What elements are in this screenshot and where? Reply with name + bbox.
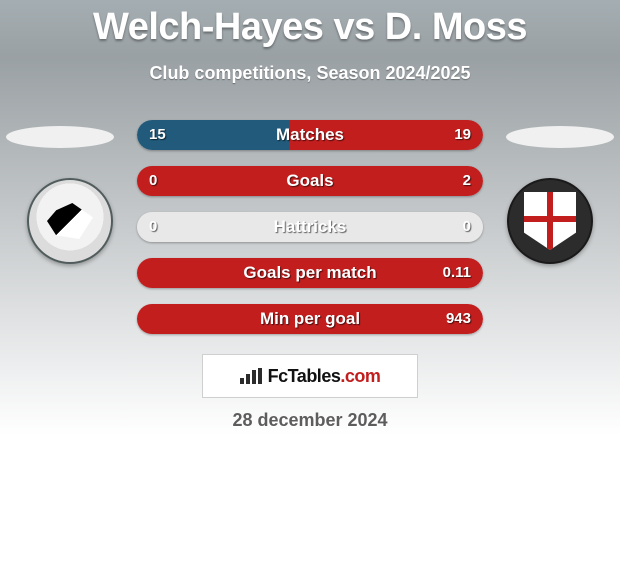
- player-right-name: D. Moss: [385, 6, 527, 48]
- comparison-area: 1519Matches 02Goals 00Hattricks 0.11Goals p…: [0, 120, 620, 350]
- player-left-name: Welch-Hayes: [93, 6, 323, 48]
- vs-text: vs: [333, 6, 374, 48]
- stat-row: 02Goals: [137, 166, 483, 196]
- content-root: Welch-Hayes vs D. Moss Club competitions…: [0, 0, 620, 580]
- brand-prefix: FcTables: [268, 366, 341, 386]
- subtitle: Club competitions, Season 2024/2025: [0, 63, 620, 84]
- crest-right-inner: [507, 178, 593, 264]
- club-crest-left: [27, 178, 113, 264]
- stat-row: 00Hattricks: [137, 212, 483, 242]
- magpie-icon: [47, 203, 93, 239]
- stat-label: Goals: [137, 166, 483, 196]
- stat-label: Goals per match: [137, 258, 483, 288]
- brand-box[interactable]: FcTables.com: [202, 354, 418, 398]
- brand-text: FcTables.com: [268, 366, 381, 387]
- page-title: Welch-Hayes vs D. Moss: [0, 0, 620, 49]
- brand-suffix: .com: [340, 366, 380, 386]
- stat-label: Matches: [137, 120, 483, 150]
- stat-label: Min per goal: [137, 304, 483, 334]
- platform-left: [6, 126, 114, 148]
- stat-bars: 1519Matches 02Goals 00Hattricks 0.11Goals p…: [137, 120, 483, 334]
- date-label: 28 december 2024: [0, 410, 620, 431]
- brand-chart-icon: [240, 368, 262, 384]
- stat-row: 943Min per goal: [137, 304, 483, 334]
- stat-row: 1519Matches: [137, 120, 483, 150]
- shield-icon: [524, 192, 576, 250]
- platform-right: [506, 126, 614, 148]
- crest-left-inner: [27, 178, 113, 264]
- stat-row: 0.11Goals per match: [137, 258, 483, 288]
- stat-label: Hattricks: [137, 212, 483, 242]
- club-crest-right: [507, 178, 593, 264]
